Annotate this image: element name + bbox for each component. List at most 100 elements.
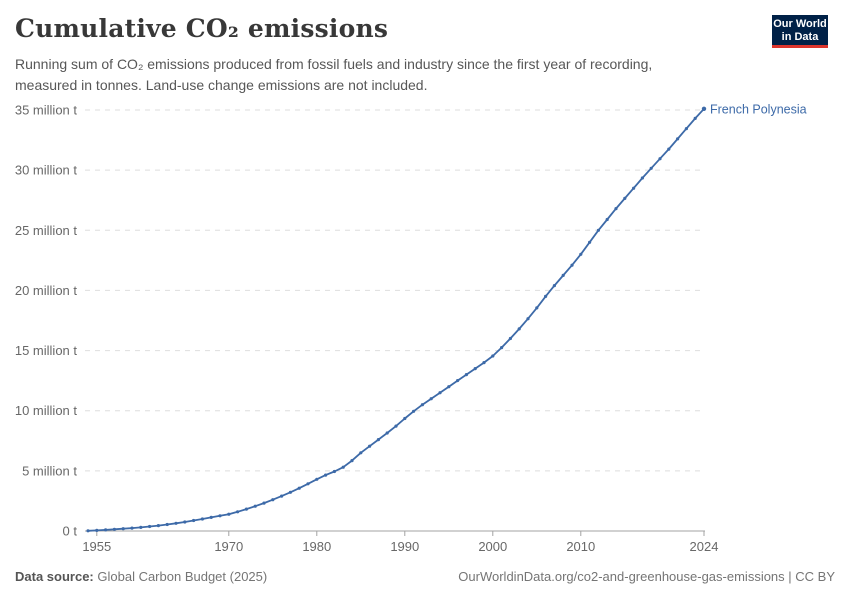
data-point: [227, 512, 231, 516]
data-point: [271, 498, 275, 502]
chart-title: Cumulative CO₂ emissions: [15, 14, 389, 43]
data-point: [368, 444, 372, 448]
y-tick-label: 35 million t: [15, 103, 78, 118]
y-tick-label: 30 million t: [15, 163, 78, 178]
data-point: [200, 517, 204, 521]
x-tick-label: 1980: [302, 539, 331, 554]
x-tick-label: 2000: [478, 539, 507, 554]
data-point: [236, 510, 240, 514]
data-point: [174, 521, 178, 525]
x-tick-label: 1970: [214, 539, 243, 554]
data-point: [306, 482, 310, 486]
data-point: [614, 207, 618, 211]
data-point: [658, 157, 662, 161]
x-tick-label: 1990: [390, 539, 419, 554]
data-point: [473, 367, 477, 371]
data-point: [438, 391, 442, 395]
data-point: [104, 528, 108, 532]
data-point: [156, 524, 160, 528]
data-source: Data source: Global Carbon Budget (2025): [15, 569, 267, 584]
chart-subtitle: Running sum of CO₂ emissions produced fr…: [15, 56, 653, 93]
data-point: [297, 486, 301, 490]
data-point: [262, 501, 266, 505]
data-point: [112, 527, 116, 531]
data-point: [288, 490, 292, 494]
data-point: [632, 186, 636, 190]
data-source-label: Data source:: [15, 569, 94, 584]
x-tick-label: 2010: [566, 539, 595, 554]
data-point: [253, 504, 257, 508]
data-point: [403, 416, 407, 421]
owid-logo-line2: in Data: [781, 31, 819, 43]
data-point: [491, 354, 495, 358]
data-point: [482, 361, 486, 365]
data-point: [350, 459, 354, 463]
y-tick-label: 25 million t: [15, 223, 78, 238]
data-point: [121, 527, 125, 531]
data-point: [394, 424, 398, 428]
y-tick-label: 5 million t: [22, 463, 77, 478]
data-point: [684, 127, 689, 131]
data-point: [667, 147, 671, 151]
x-tick-label: 1955: [82, 539, 111, 554]
data-point: [517, 327, 521, 331]
chart-footer: Data source: Global Carbon Budget (2025)…: [15, 569, 835, 584]
data-point: [552, 284, 557, 288]
data-point: [605, 217, 609, 222]
data-point: [332, 469, 336, 474]
data-point: [676, 137, 680, 141]
data-point: [596, 228, 601, 232]
owid-logo-line1: Our World: [773, 18, 827, 30]
data-point: [588, 240, 592, 244]
data-point: [192, 518, 196, 523]
data-point: [183, 520, 187, 524]
data-point: [561, 273, 565, 277]
data-line: [87, 107, 705, 532]
data-point: [139, 525, 143, 530]
data-point: [640, 176, 645, 180]
x-tick-label: 2024: [690, 539, 719, 554]
data-point: [280, 494, 284, 498]
data-point: [420, 403, 424, 407]
data-point: [649, 166, 653, 170]
data-point: [456, 379, 460, 383]
data-point: [244, 507, 248, 511]
data-point: [324, 473, 328, 477]
owid-logo: Our World in Data: [772, 15, 828, 48]
data-point: [359, 451, 363, 455]
y-tick-label: 10 million t: [15, 403, 78, 418]
data-point: [165, 522, 169, 527]
data-point: [464, 373, 468, 377]
data-point: [526, 317, 530, 321]
data-point: [500, 346, 504, 350]
data-point-end: [701, 106, 707, 112]
data-point: [376, 438, 380, 442]
data-point: [95, 528, 99, 533]
data-point: [429, 397, 433, 401]
data-point: [447, 385, 451, 389]
data-point: [315, 477, 319, 481]
data-point: [412, 409, 416, 413]
data-point: [148, 524, 152, 529]
data-point: [209, 515, 213, 520]
y-tick-label: 20 million t: [15, 283, 78, 298]
data-point: [385, 431, 389, 435]
data-point: [579, 252, 583, 256]
data-point: [693, 116, 697, 120]
data-point: [218, 514, 222, 518]
data-point: [535, 306, 539, 310]
y-tick-label: 0 t: [63, 524, 78, 539]
data-point: [508, 336, 512, 341]
data-point: [86, 529, 90, 533]
data-point: [570, 263, 574, 267]
data-source-value: Global Carbon Budget (2025): [97, 569, 268, 584]
entity-label: French Polynesia: [710, 102, 807, 116]
footer-attribution: OurWorldinData.org/co2-and-greenhouse-ga…: [458, 569, 835, 584]
data-point: [623, 196, 627, 200]
data-point: [130, 526, 134, 530]
y-tick-label: 15 million t: [15, 343, 78, 358]
data-point: [544, 294, 548, 298]
data-point: [341, 465, 345, 469]
